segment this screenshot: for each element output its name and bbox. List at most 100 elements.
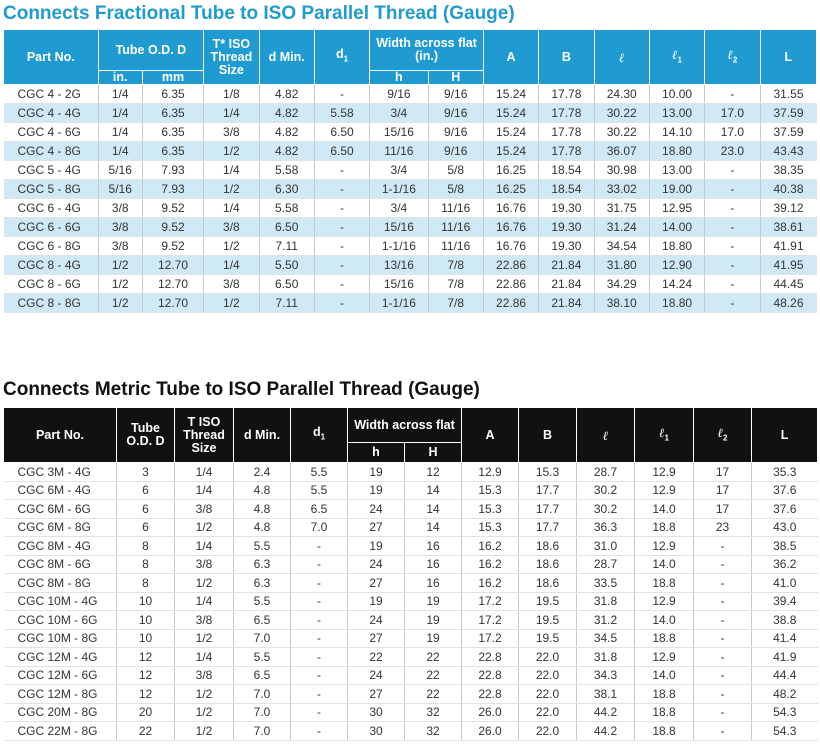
table-cell: 9/16: [428, 84, 484, 104]
table-cell: 24: [347, 499, 405, 519]
table-cell: -: [290, 592, 348, 611]
header-d1: d1: [313, 29, 371, 85]
table-cell: 30.22: [594, 122, 650, 142]
table-cell: 9/16: [428, 122, 484, 142]
table-cell: 41.0: [751, 573, 818, 593]
table-cell: 18.6: [518, 573, 578, 593]
table-cell: 12: [116, 647, 175, 667]
table-cell: 22.8: [461, 647, 520, 667]
table-cell: 37.6: [751, 499, 818, 519]
table-cell: 1/4: [174, 481, 234, 500]
header-h: h: [369, 70, 429, 85]
table-cell: 3/8: [203, 122, 260, 142]
part-number-cell: CGC 12M - 4G: [3, 647, 117, 667]
table-cell: 16.76: [483, 198, 540, 218]
table-cell: 15.24: [483, 122, 540, 142]
table-cell: 4.82: [259, 122, 315, 142]
table-cell: -: [693, 610, 753, 630]
table-cell: -: [314, 293, 371, 313]
table-cell: 24: [347, 555, 405, 574]
table-cell: 8: [116, 573, 175, 593]
header-d1: d1: [290, 407, 348, 463]
header-d-min: d Min.: [233, 407, 291, 463]
part-number-cell: CGC 8 - 4G: [3, 255, 99, 275]
table-cell: 3/8: [174, 666, 234, 685]
table-cell: 22: [347, 647, 405, 667]
table-cell: -: [314, 198, 371, 218]
table-cell: 38.35: [760, 160, 817, 180]
header-t-thread-size: T* ISO Thread Size: [203, 29, 260, 85]
table-cell: 5.5: [290, 481, 348, 500]
table-cell: 9.52: [142, 236, 205, 256]
table-cell: 54.3: [751, 721, 818, 741]
table-cell: 7.0: [233, 684, 291, 704]
table-cell: 6: [116, 499, 175, 519]
table-cell: 36.2: [751, 555, 818, 574]
table-cell: 15/16: [369, 217, 429, 237]
table-cell: 14.00: [649, 217, 706, 237]
table-cell: 7.0: [233, 629, 291, 648]
table-cell: 21.84: [538, 274, 595, 294]
table-cell: 9/16: [428, 141, 484, 161]
table-cell: 19.30: [538, 217, 595, 237]
table-cell: 12.9: [634, 592, 695, 611]
table-cell: 16: [404, 536, 463, 556]
part-number-cell: CGC 10M - 6G: [3, 610, 117, 630]
table-cell: -: [314, 179, 371, 199]
header-tube-od: Tube O.D. D: [97, 29, 205, 71]
table-cell: 1-1/16: [369, 293, 429, 313]
table-cell: 30.22: [594, 103, 650, 123]
table-cell: 4.82: [259, 84, 315, 104]
table-cell: 3/8: [203, 217, 260, 237]
table-cell: 1/2: [203, 141, 260, 161]
table-cell: -: [290, 703, 348, 722]
table-cell: 1/8: [203, 84, 260, 104]
table-cell: 14: [404, 499, 463, 519]
table-cell: 1/2: [174, 703, 234, 722]
table-cell: 15.3: [461, 499, 520, 519]
table-cell: 12.70: [142, 274, 205, 294]
table-row: CGC 3M - 4G 3 1/4 2.4 5.5 19 12 12.9 15.3 28.7 12.…: [3, 462, 818, 482]
table-cell: -: [314, 255, 371, 275]
table-cell: 38.5: [751, 536, 818, 556]
table-cell: -: [290, 647, 348, 667]
table-cell: 9.52: [142, 217, 205, 237]
header-mm: mm: [141, 70, 205, 85]
table-cell: 1-1/16: [369, 236, 429, 256]
table-cell: 14.0: [634, 610, 695, 630]
table-cell: 1/2: [98, 293, 143, 313]
table-row: CGC 8 - 6G 1/2 12.70 3/8 6.50-15/16 7/8 22.86 2…: [3, 274, 817, 294]
table-cell: 6.5: [290, 499, 348, 519]
header-l2: ℓ2: [704, 29, 761, 85]
header-big-h: H: [403, 442, 463, 463]
table-cell: -: [704, 274, 761, 294]
table-cell: 21.84: [538, 255, 595, 275]
table-cell: 17.7: [518, 499, 578, 519]
table-cell: -: [704, 179, 761, 199]
table-cell: 20: [116, 703, 175, 722]
table-cell: 1/4: [98, 141, 143, 161]
table-cell: -: [290, 536, 348, 556]
table-cell: 6.5: [233, 666, 291, 685]
table-cell: 19.5: [518, 592, 578, 611]
header-big-l: L: [759, 29, 818, 85]
table-row: CGC 8 - 4G 1/2 12.70 1/4 5.50-13/16 7/8 22.86 2…: [3, 255, 817, 275]
table-cell: 22.86: [483, 293, 540, 313]
table-cell: 6: [116, 518, 175, 537]
table-cell: 16.25: [483, 179, 540, 199]
header-width-across-flat: Width across flat: [346, 407, 463, 443]
table-cell: 35.3: [751, 462, 818, 482]
table-cell: 1/2: [98, 255, 143, 275]
table-cell: 7.11: [259, 236, 315, 256]
table-cell: 7/8: [428, 274, 484, 294]
table-cell: 34.29: [594, 274, 650, 294]
table-cell: -: [314, 217, 371, 237]
part-number-cell: CGC 6 - 8G: [3, 236, 99, 256]
table-cell: 22.86: [483, 255, 540, 275]
table-cell: 38.10: [594, 293, 650, 313]
part-number-cell: CGC 6M - 4G: [3, 481, 117, 500]
part-number-cell: CGC 8M - 8G: [3, 573, 117, 593]
table-cell: 18.8: [634, 721, 695, 741]
table-cell: 6.50: [314, 141, 371, 161]
table-cell: 19.00: [649, 179, 706, 199]
